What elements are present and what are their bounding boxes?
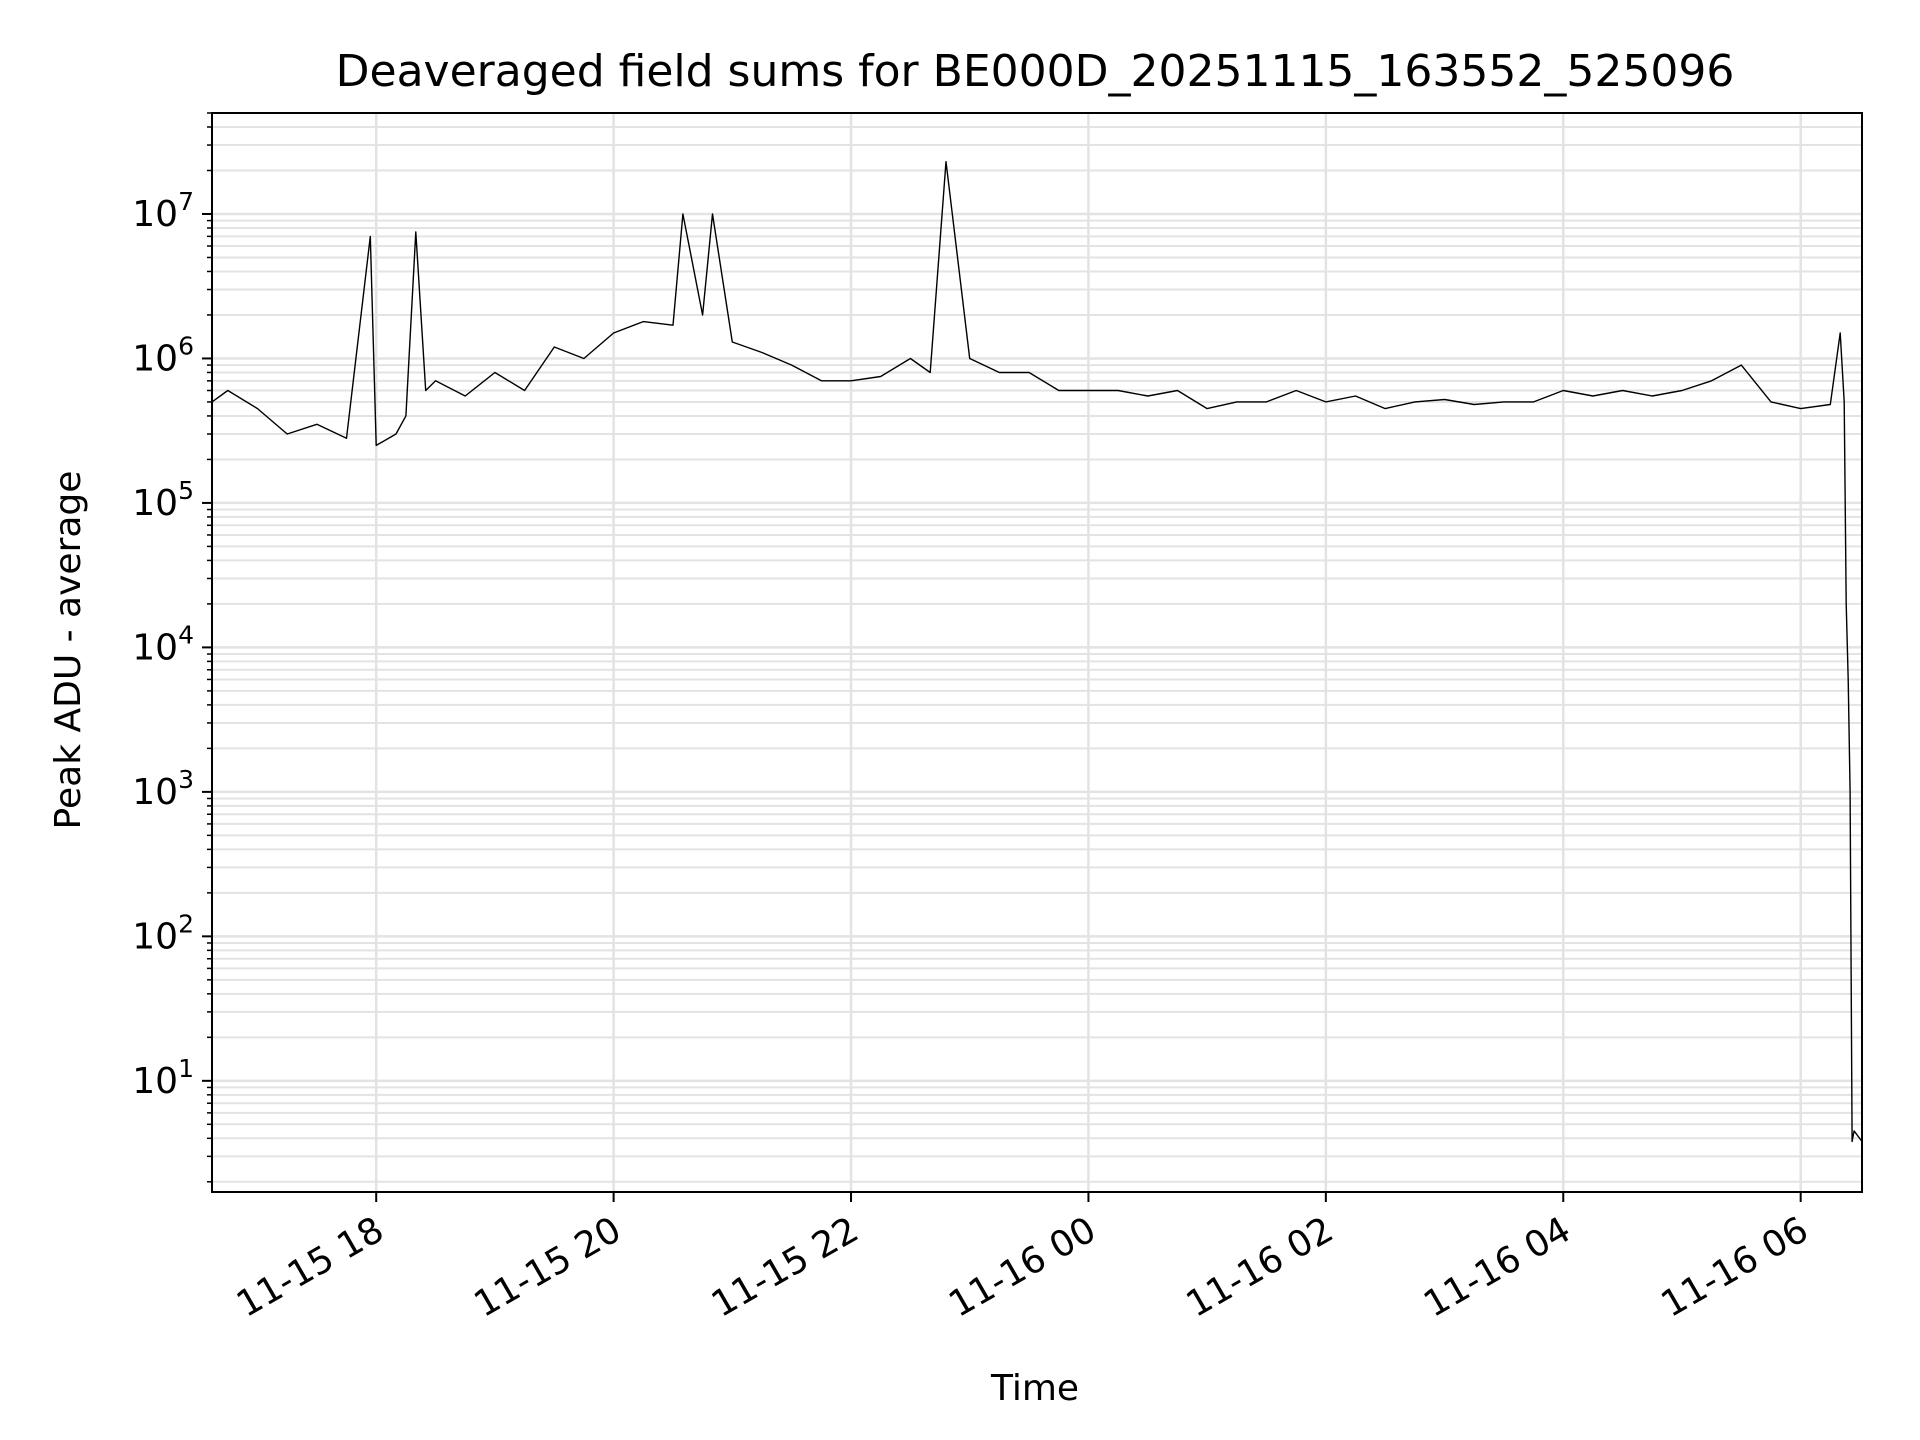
- series-line: [211, 160, 1863, 1143]
- minor-grid: [212, 112, 1862, 1183]
- chart-title: Deaveraged field sums for BE000D_2025111…: [336, 46, 1735, 97]
- y-tick-label: 106: [132, 331, 194, 379]
- y-axis: 101 102 103 104 105 106 107: [132, 112, 212, 1183]
- y-tick-label: 107: [132, 187, 194, 235]
- y-tick-label: 104: [132, 620, 194, 668]
- y-tick-label: 105: [132, 476, 194, 524]
- y-tick-label: 102: [132, 909, 194, 957]
- y-tick-label: 103: [132, 765, 194, 813]
- plot-frame: [211, 112, 1863, 1193]
- y-tick-label: 101: [132, 1054, 194, 1102]
- y-axis-label: Peak ADU - average: [48, 471, 89, 830]
- major-grid: [212, 113, 1862, 1192]
- x-axis-label: Time: [990, 1368, 1079, 1409]
- series-group: [211, 160, 1863, 1143]
